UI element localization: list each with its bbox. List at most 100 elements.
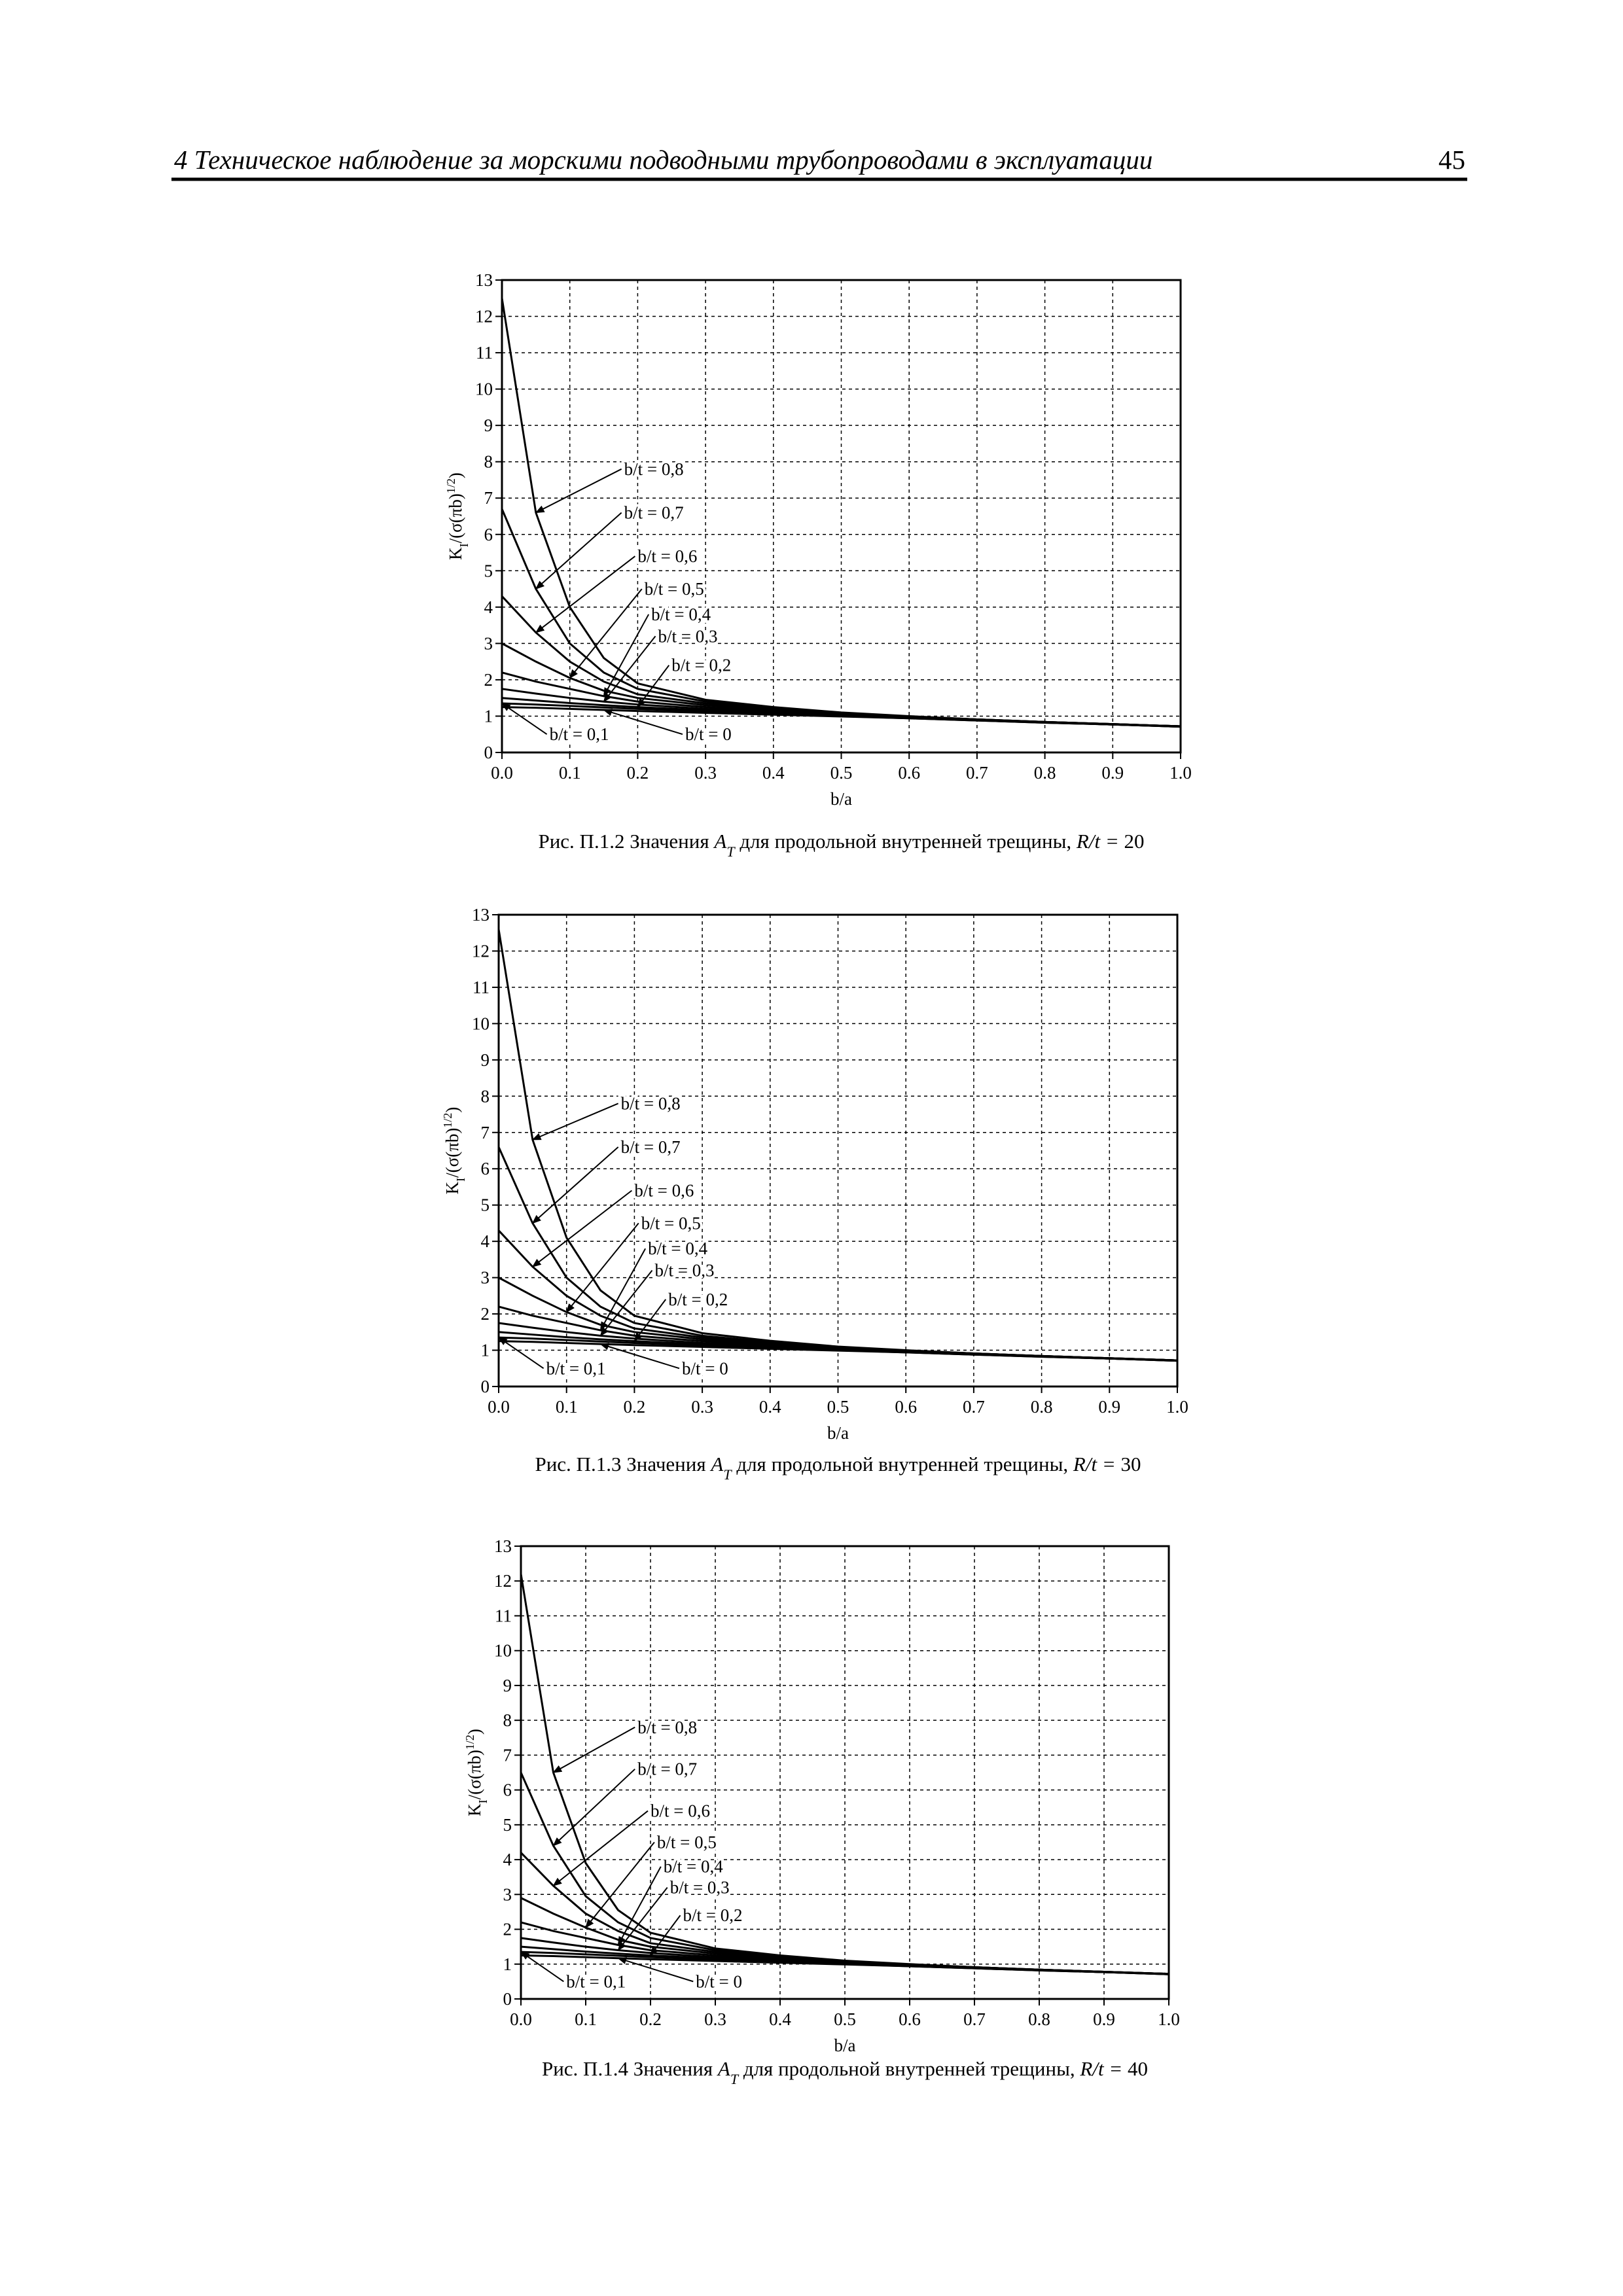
x-tick-label: 0.1: [575, 2009, 597, 2029]
caption-part: R/t =: [1079, 2057, 1122, 2080]
y-tick-label: 8: [484, 452, 493, 472]
x-tick-label: 0.1: [556, 1397, 578, 1417]
label-arrow: [637, 665, 670, 708]
x-tick-label: 1.0: [1158, 2009, 1180, 2029]
plot-frame: [501, 279, 1182, 754]
caption-part: A: [709, 1453, 724, 1475]
y-axis-label-part: K: [442, 1181, 462, 1194]
caption: Рис. П.1.4 Значения AT для продольной вн…: [542, 2057, 1148, 2087]
series-label: b/t = 0,2: [683, 1905, 743, 1925]
caption-part: Рис. П.1.2 Значения: [538, 830, 709, 853]
x-tick-label: 0.7: [963, 1397, 985, 1417]
y-tick-label: 13: [494, 1536, 512, 1556]
series-label: b/t = 0,4: [651, 605, 711, 624]
y-tick-label: 5: [503, 1815, 512, 1835]
y-tick-label: 8: [503, 1710, 512, 1730]
series-label: b/t = 0,2: [671, 656, 731, 675]
y-tick-label: 10: [494, 1641, 512, 1661]
y-tick-label: 9: [481, 1050, 490, 1070]
y-axis-label-part: /(σ(πb): [465, 1750, 484, 1799]
caption-part: Рис. П.1.4 Значения: [542, 2057, 713, 2080]
x-tick-label: 0.4: [759, 1397, 781, 1417]
y-tick-label: 11: [473, 978, 490, 997]
x-axis-label: b/a: [834, 2036, 856, 2055]
y-tick-label: 4: [481, 1231, 490, 1251]
y-tick-label: 13: [475, 270, 493, 290]
label-arrow: [599, 1248, 647, 1332]
y-tick-label: 3: [481, 1268, 490, 1288]
label-arrow: [599, 1343, 680, 1369]
y-tick-label: 6: [484, 525, 493, 544]
series-label: b/t = 0,1: [566, 1971, 626, 1991]
x-tick-label: 1.0: [1169, 763, 1192, 783]
label-arrow: [633, 1299, 667, 1342]
caption: Рис. П.1.2 Значения AT для продольной вн…: [538, 830, 1144, 860]
x-tick-label: 0.9: [1101, 763, 1124, 783]
series-label: b/t = 0,5: [645, 579, 704, 599]
caption-part: для продольной внутренней трещины,: [743, 2057, 1075, 2080]
y-tick-label: 5: [484, 561, 493, 580]
x-tick-label: 0.2: [639, 2009, 662, 2029]
y-tick-label: 9: [503, 1676, 512, 1695]
y-tick-label: 3: [503, 1884, 512, 1904]
x-tick-label: 0.4: [762, 763, 785, 783]
y-axis-label: KI/(σ(πb)1/2): [441, 1107, 467, 1195]
series-label: b/t = 0,7: [624, 503, 684, 522]
label-arrow: [585, 1841, 655, 1928]
y-tick-label: 7: [503, 1745, 512, 1765]
label-arrow: [603, 635, 656, 703]
x-axis-label: b/a: [827, 1423, 849, 1443]
caption-part: 40: [1128, 2057, 1148, 2080]
series-label: b/t = 0: [685, 724, 732, 744]
y-tick-label: 7: [481, 1123, 490, 1142]
series-line: [501, 706, 1181, 728]
y-tick-label: 12: [494, 1571, 512, 1591]
caption-part: 20: [1124, 830, 1145, 853]
y-axis-label: KI/(σ(πb)1/2): [444, 472, 471, 560]
y-axis-label: KI/(σ(πb)1/2): [463, 1729, 490, 1816]
header-title: 4 Техническое наблюдение за морскими под…: [174, 145, 1152, 175]
x-tick-label: 0.3: [691, 1397, 713, 1417]
x-tick-label: 0.5: [834, 2009, 856, 2029]
x-tick-label: 1.0: [1166, 1397, 1188, 1417]
x-axis-label: b/a: [830, 789, 852, 809]
y-axis-label-part: I: [457, 543, 471, 547]
x-tick-label: 0.3: [694, 763, 717, 783]
y-tick-label: 1: [503, 1954, 512, 1974]
x-tick-label: 0.1: [559, 763, 581, 783]
series-label: b/t = 0,3: [658, 626, 718, 646]
y-tick-label: 4: [503, 1850, 512, 1869]
y-tick-label: 3: [484, 633, 493, 653]
label-arrow: [569, 588, 643, 679]
y-tick-label: 1: [484, 706, 493, 726]
caption-part: T: [723, 1466, 732, 1483]
y-axis-label-part: 1/2: [444, 478, 457, 493]
x-tick-label: 0.2: [624, 1397, 646, 1417]
y-tick-label: 2: [503, 1920, 512, 1939]
series-label: b/t = 0,2: [668, 1290, 728, 1309]
label-arrow: [599, 1269, 653, 1337]
x-tick-label: 0.6: [895, 1397, 917, 1417]
series-label: b/t = 0,8: [637, 1718, 697, 1737]
y-axis-label-part: ): [446, 472, 465, 478]
series-label: b/t = 0,6: [637, 546, 697, 566]
series-line: [520, 1954, 1169, 1975]
series-label: b/t = 0,7: [621, 1137, 681, 1157]
y-axis-label-part: K: [465, 1803, 484, 1816]
x-tick-label: 0.7: [966, 763, 988, 783]
y-tick-label: 12: [475, 307, 493, 327]
x-tick-label: 0.9: [1093, 2009, 1115, 2029]
series-label: b/t = 0,1: [550, 724, 609, 744]
series-label: b/t = 0,7: [637, 1759, 697, 1779]
label-arrow: [603, 709, 683, 735]
caption-part: T: [726, 843, 736, 860]
label-arrow: [650, 1915, 681, 1956]
x-tick-label: 0.0: [491, 763, 513, 783]
label-arrow: [531, 1146, 619, 1224]
series-label: b/t = 0,3: [655, 1261, 715, 1280]
series-label: b/t = 0: [682, 1358, 728, 1378]
plot-frame: [497, 913, 1179, 1388]
series-label: b/t = 0,6: [634, 1181, 694, 1201]
